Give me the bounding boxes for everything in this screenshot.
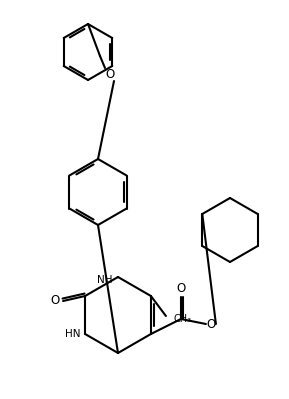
Text: O: O [51, 294, 60, 308]
Text: O: O [105, 67, 115, 81]
Text: NH: NH [97, 275, 113, 285]
Text: HN: HN [64, 329, 80, 339]
Text: CH₃: CH₃ [174, 314, 192, 324]
Text: O: O [176, 282, 186, 296]
Text: O: O [206, 318, 216, 330]
